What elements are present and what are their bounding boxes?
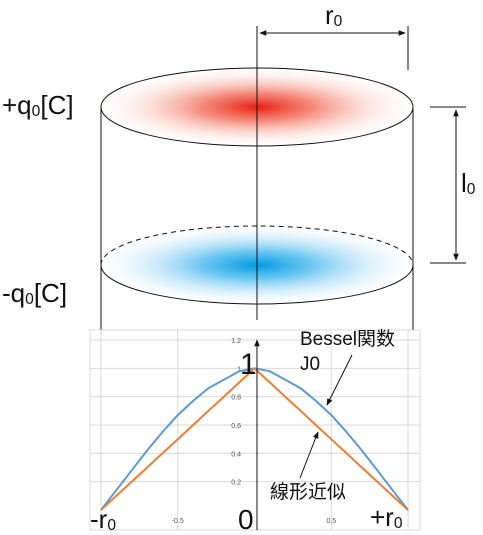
x-tick-labels: -0.5 0.5 <box>172 518 337 525</box>
bessel-callout-line <box>326 354 353 406</box>
linear-approx-series <box>100 367 409 511</box>
bessel-plot: 0.2 0.4 0.6 0.8 1 1.2 -0.5 0.5 <box>89 329 421 531</box>
bessel-function-label: Bessel関数 <box>300 329 396 350</box>
y-tick-label-0: 0.2 <box>231 480 241 487</box>
negative-charge-label: -q0[C] <box>2 278 68 309</box>
y-tick-labels: 0.2 0.4 0.6 0.8 1 1.2 <box>231 338 241 487</box>
y-value-one-label: 1 <box>240 348 257 381</box>
pos-r0-label: +r0 <box>370 502 403 533</box>
x-tick-label-0: -0.5 <box>172 518 184 525</box>
linear-callout-line <box>299 431 319 479</box>
plot-frame <box>89 329 421 531</box>
y-tick-label-5: 1.2 <box>231 338 241 345</box>
origin-zero-label: 0 <box>238 504 254 535</box>
r0-label: r0 <box>325 0 343 31</box>
y-tick-label-1: 0.4 <box>231 451 241 458</box>
l0-label: l0 <box>461 168 476 199</box>
y-tick-label-3: 0.8 <box>231 395 241 402</box>
j0-label: J0 <box>300 354 321 375</box>
linear-approximation-label: 線形近似 <box>270 482 347 503</box>
plot-series <box>100 367 409 511</box>
positive-charge-label: +q0[C] <box>2 90 74 121</box>
neg-r0-label: -r0 <box>90 504 117 535</box>
y-tick-label-4: 1 <box>237 366 241 373</box>
y-tick-label-2: 0.6 <box>231 423 241 430</box>
x-tick-label-1: 0.5 <box>326 518 336 525</box>
bottom-disc-back-dashed <box>100 225 414 266</box>
